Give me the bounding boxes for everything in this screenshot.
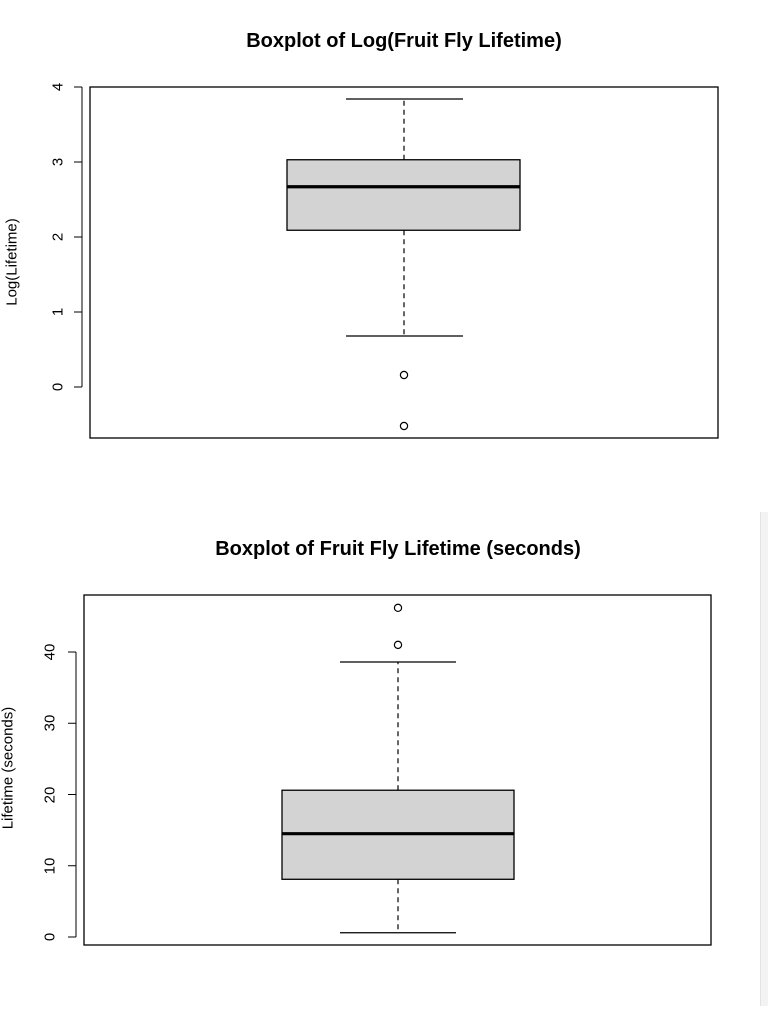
side-scrollbar-panel[interactable]	[760, 512, 768, 1006]
chart-title: Boxplot of Log(Fruit Fly Lifetime)	[246, 30, 562, 52]
iqr-box	[286, 159, 521, 231]
outlier-point	[393, 603, 403, 613]
outlier-point	[393, 640, 403, 650]
outlier-point	[399, 421, 409, 431]
outlier-point	[399, 370, 409, 380]
plot-frame	[89, 86, 719, 439]
plot-frame	[83, 594, 712, 946]
chart-title: Boxplot of Fruit Fly Lifetime (seconds)	[215, 538, 581, 560]
